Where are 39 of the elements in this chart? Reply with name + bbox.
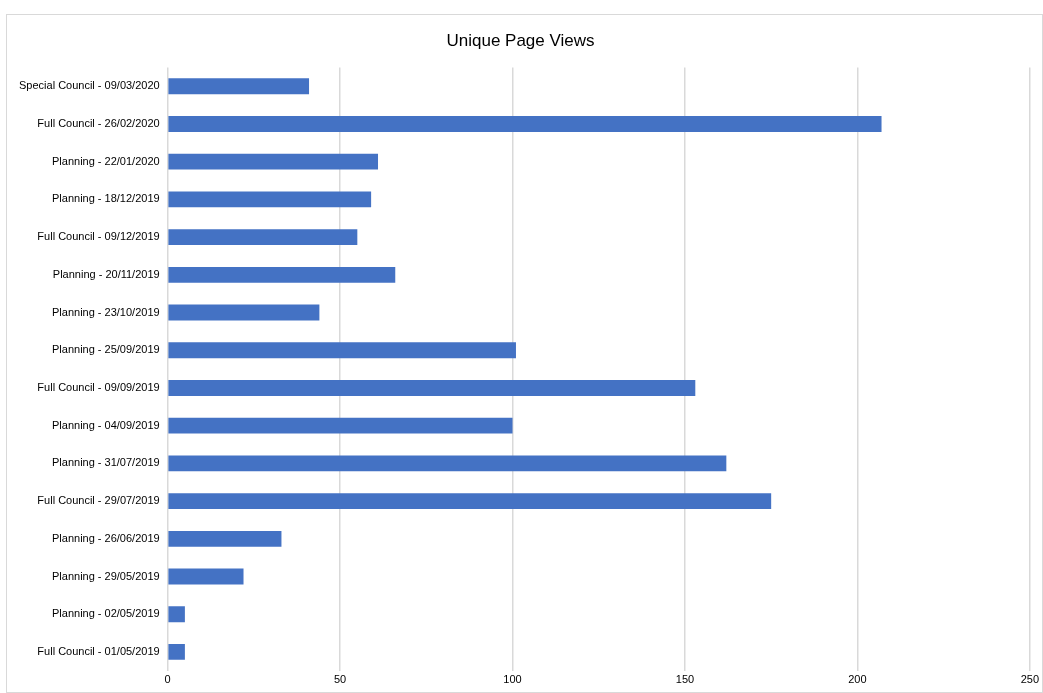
x-tick-label: 0: [164, 673, 171, 686]
bar: [168, 229, 358, 246]
chart-title: Unique Page Views: [446, 30, 595, 50]
y-tick-label: Full Council - 01/05/2019: [37, 644, 160, 657]
bar: [168, 266, 396, 283]
x-tick-label: 200: [848, 673, 867, 686]
y-tick-label: Planning - 25/09/2019: [51, 343, 160, 356]
bar: [168, 116, 882, 132]
y-tick-label: Planning - 22/01/2020: [51, 154, 160, 167]
y-tick-label: Planning - 29/05/2019: [51, 569, 160, 582]
x-tick-label: 250: [1020, 673, 1039, 686]
bar: [168, 455, 727, 472]
bar: [168, 606, 185, 623]
y-tick-label: Planning - 31/07/2019: [51, 456, 160, 469]
y-tick-label: Full Council - 29/07/2019: [37, 494, 160, 507]
y-tick-label: Planning - 20/11/2019: [52, 267, 160, 280]
y-tick-label: Special Council - 09/03/2020: [18, 79, 160, 92]
y-tick-label: Planning - 23/10/2019: [51, 305, 160, 318]
bar: [168, 78, 310, 95]
y-tick-label: Planning - 26/06/2019: [51, 531, 160, 544]
bar: [168, 153, 379, 170]
bar: [168, 530, 282, 547]
bar: [168, 568, 244, 585]
y-tick-label: Full Council - 09/12/2019: [37, 230, 160, 243]
y-tick-label: Full Council - 09/09/2019: [37, 380, 160, 393]
x-tick-label: 150: [675, 673, 695, 686]
bar: [168, 304, 320, 321]
bar: [168, 342, 516, 359]
bar: [168, 644, 185, 660]
y-tick-label: Planning - 18/12/2019: [51, 192, 160, 205]
x-tick-label: 100: [503, 673, 522, 686]
bar: [168, 417, 513, 434]
bar: [168, 380, 696, 396]
bar: [168, 493, 772, 510]
y-tick-label: Planning - 04/09/2019: [51, 418, 160, 431]
y-tick-label: Planning - 02/05/2019: [51, 607, 160, 620]
y-tick-label: Full Council - 26/02/2020: [37, 117, 160, 129]
x-tick-label: 50: [333, 673, 347, 686]
bar: [168, 191, 372, 208]
